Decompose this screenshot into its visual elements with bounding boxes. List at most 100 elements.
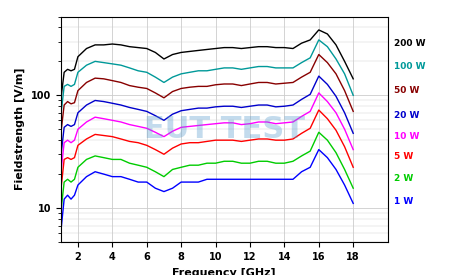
50 W	[350, 110, 356, 113]
1 W	[316, 148, 322, 151]
1 W	[230, 178, 235, 181]
Text: 20 W: 20 W	[394, 111, 419, 120]
200 W	[239, 47, 244, 50]
100 W	[170, 75, 175, 79]
200 W	[68, 69, 74, 72]
100 W	[71, 83, 77, 86]
100 W	[153, 75, 158, 79]
50 W	[230, 82, 235, 86]
50 W	[144, 87, 149, 90]
10 W	[350, 148, 356, 151]
100 W	[307, 56, 313, 59]
20 W	[247, 104, 253, 108]
200 W	[61, 71, 67, 74]
1 W	[65, 194, 71, 197]
5 W	[61, 158, 67, 161]
20 W	[221, 104, 227, 108]
1 W	[68, 197, 74, 201]
5 W	[256, 137, 262, 141]
1 W	[118, 175, 124, 178]
200 W	[65, 68, 71, 71]
50 W	[256, 81, 262, 84]
200 W	[247, 46, 253, 49]
200 W	[153, 51, 158, 54]
5 W	[316, 108, 322, 112]
100 W	[135, 69, 141, 72]
2 W	[264, 160, 270, 163]
20 W	[144, 110, 149, 113]
5 W	[307, 126, 313, 130]
2 W	[273, 161, 279, 165]
50 W	[118, 81, 124, 84]
10 W	[342, 128, 347, 131]
10 W	[170, 130, 175, 133]
20 W	[307, 93, 313, 96]
200 W	[264, 45, 270, 48]
20 W	[264, 103, 270, 107]
20 W	[75, 111, 81, 114]
50 W	[187, 86, 192, 89]
200 W	[101, 43, 106, 46]
1 W	[61, 197, 67, 201]
50 W	[264, 81, 270, 84]
50 W	[65, 100, 71, 103]
1 W	[282, 178, 287, 181]
20 W	[61, 126, 67, 129]
10 W	[221, 121, 227, 125]
1 W	[127, 178, 132, 181]
200 W	[187, 50, 192, 53]
100 W	[178, 72, 184, 76]
50 W	[61, 103, 67, 107]
200 W	[161, 57, 167, 60]
5 W	[247, 139, 253, 142]
Line: 1 W: 1 W	[61, 150, 353, 233]
Text: 2 W: 2 W	[394, 174, 413, 183]
100 W	[61, 85, 67, 88]
1 W	[290, 178, 296, 181]
50 W	[135, 86, 141, 89]
50 W	[342, 89, 347, 92]
200 W	[170, 53, 175, 56]
1 W	[221, 178, 227, 181]
10 W	[196, 124, 201, 127]
2 W	[290, 160, 296, 163]
50 W	[204, 85, 210, 88]
2 W	[75, 166, 81, 169]
10 W	[204, 123, 210, 126]
100 W	[333, 57, 339, 60]
100 W	[101, 61, 106, 64]
1 W	[239, 178, 244, 181]
100 W	[325, 45, 330, 48]
50 W	[170, 90, 175, 93]
200 W	[273, 46, 279, 49]
Text: EUT TEST: EUT TEST	[144, 115, 304, 144]
5 W	[118, 137, 124, 141]
2 W	[161, 175, 167, 178]
10 W	[264, 120, 270, 124]
10 W	[127, 123, 132, 126]
1 W	[264, 178, 270, 181]
20 W	[316, 75, 322, 78]
20 W	[170, 112, 175, 116]
2 W	[135, 164, 141, 167]
10 W	[239, 123, 244, 126]
1 W	[213, 178, 219, 181]
5 W	[144, 144, 149, 147]
10 W	[92, 116, 98, 119]
X-axis label: Frequency [GHz]: Frequency [GHz]	[172, 267, 276, 275]
50 W	[92, 76, 98, 80]
20 W	[110, 102, 115, 105]
50 W	[316, 53, 322, 56]
1 W	[92, 170, 98, 173]
2 W	[204, 161, 210, 165]
100 W	[247, 66, 253, 70]
1 W	[187, 180, 192, 184]
2 W	[230, 160, 235, 163]
200 W	[299, 42, 304, 45]
100 W	[58, 115, 64, 118]
200 W	[230, 46, 235, 49]
10 W	[75, 128, 81, 131]
10 W	[247, 122, 253, 125]
10 W	[256, 120, 262, 124]
100 W	[118, 64, 124, 67]
